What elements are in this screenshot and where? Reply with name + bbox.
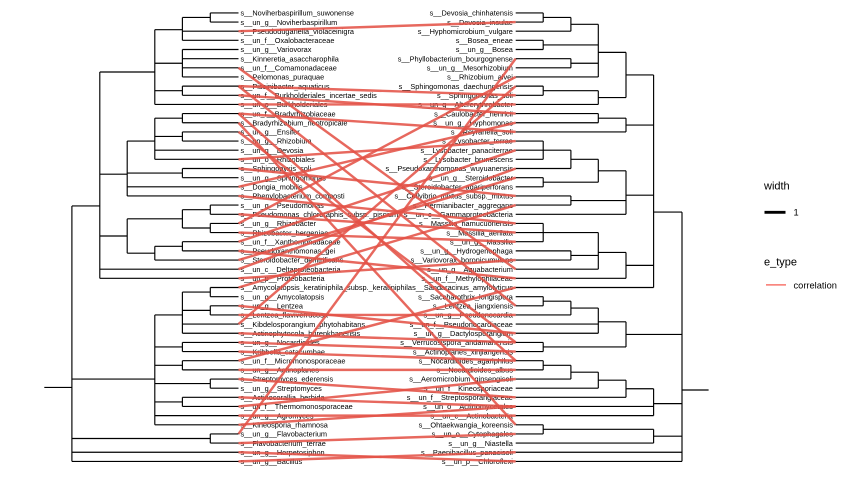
svg-text:s__Piscinibacter_aquaticus: s__Piscinibacter_aquaticus [241, 82, 330, 91]
svg-text:s__Actinoplanes_xinjiangensis: s__Actinoplanes_xinjiangensis [413, 347, 513, 356]
svg-text:s__un_f__Kineosporiaceae: s__un_f__Kineosporiaceae [424, 384, 513, 393]
svg-text:1: 1 [794, 207, 799, 217]
svg-text:s__Noviherbaspirillum_suwonens: s__Noviherbaspirillum_suwonense [241, 9, 354, 18]
svg-text:s__un_c__Gammaproteobacteria: s__un_c__Gammaproteobacteria [404, 210, 514, 219]
svg-text:s__Lysobacter_brunescens: s__Lysobacter_brunescens [423, 155, 513, 164]
svg-text:s__Rhizobacter_bergeniae: s__Rhizobacter_bergeniae [241, 228, 329, 237]
svg-text:s__un_g__Massilia: s__un_g__Massilia [450, 237, 514, 246]
svg-text:s__Kineosporia_rhamnosa: s__Kineosporia_rhamnosa [241, 420, 329, 429]
svg-text:s__Massilia_aerilata: s__Massilia_aerilata [446, 228, 513, 237]
svg-text:s__Saccharothrix_longispora: s__Saccharothrix_longispora [418, 292, 514, 301]
svg-text:s__Massilia_namucuonensis: s__Massilia_namucuonensis [419, 219, 513, 228]
svg-text:s__un_g__Bacillus: s__un_g__Bacillus [241, 457, 303, 466]
svg-text:s__Kinneretia_asaccharophila: s__Kinneretia_asaccharophila [241, 54, 340, 63]
svg-text:s__un_g__Streptomyces: s__un_g__Streptomyces [241, 384, 323, 393]
svg-text:s__Pseudoxanthomonas_wuyuanens: s__Pseudoxanthomonas_wuyuanensis [386, 164, 514, 173]
svg-text:s__Steroidobacter_agariperfora: s__Steroidobacter_agariperforans [402, 183, 513, 192]
svg-text:s__Pseudoduganella_violaceinig: s__Pseudoduganella_violaceinigra [241, 27, 355, 36]
svg-text:s__un_o__Rhizobiales: s__un_o__Rhizobiales [241, 155, 316, 164]
svg-text:s__Rhizobium_alvei: s__Rhizobium_alvei [447, 73, 513, 82]
svg-text:s__Kibdelosporangium_phytohabi: s__Kibdelosporangium_phytohabitans [241, 320, 366, 329]
svg-text:s__Devosia_chinhatensis: s__Devosia_chinhatensis [430, 9, 514, 18]
svg-text:s__Lysobacter_panaciterrae: s__Lysobacter_panaciterrae [420, 146, 512, 155]
svg-text:s__Variovorax_boronicumulans: s__Variovorax_boronicumulans [411, 256, 514, 265]
svg-text:s__un_g__Noviherbaspirillum: s__un_g__Noviherbaspirillum [241, 18, 338, 27]
svg-text:s__un_g__Mesorhizobium: s__un_g__Mesorhizobium [427, 64, 513, 73]
svg-text:s__Nocardioides_agariphilus: s__Nocardioides_agariphilus [419, 356, 514, 365]
svg-text:s__un_p__Chloroflexi: s__un_p__Chloroflexi [442, 457, 513, 466]
svg-text:s__un_g__Bosea: s__un_g__Bosea [456, 45, 514, 54]
svg-text:s__Lentzea_jiangxiensis: s__Lentzea_jiangxiensis [433, 302, 513, 311]
svg-text:s__Sphingopyxis_soli: s__Sphingopyxis_soli [241, 164, 312, 173]
svg-text:s__un_f__Thermomonosporaceae: s__un_f__Thermomonosporaceae [241, 402, 353, 411]
svg-text:s__Steroidobacter_denitrifican: s__Steroidobacter_denitrificans [241, 256, 344, 265]
svg-text:s__un_g__Hydrogenophaga: s__un_g__Hydrogenophaga [420, 247, 514, 256]
svg-text:s__Bosea_eneae: s__Bosea_eneae [456, 36, 513, 45]
svg-text:s__Reyranella_soli: s__Reyranella_soli [451, 128, 513, 137]
svg-text:s__Paenibacillus_panacisoli: s__Paenibacillus_panacisoli [421, 448, 513, 457]
svg-text:s__Lysobacter_terrae: s__Lysobacter_terrae [442, 137, 513, 146]
svg-text:width: width [763, 181, 790, 193]
svg-text:s__un_p__Proteobacteria: s__un_p__Proteobacteria [241, 274, 326, 283]
svg-text:s__un_g__Steroidobacter: s__un_g__Steroidobacter [429, 173, 514, 182]
svg-text:s__Verrucosispora_andamanensis: s__Verrucosispora_andamanensis [400, 338, 513, 347]
svg-text:s__un_g__Flavobacterium: s__un_g__Flavobacterium [241, 430, 328, 439]
svg-text:s__un_c__Deltaproteobacteria: s__un_c__Deltaproteobacteria [241, 265, 342, 274]
svg-text:s__Flavobacterium_terrae: s__Flavobacterium_terrae [241, 439, 326, 448]
svg-text:s__un_f__Comamonadaceae: s__un_f__Comamonadaceae [241, 64, 337, 73]
svg-text:s__Kribbella_catacumbae: s__Kribbella_catacumbae [241, 347, 326, 356]
svg-text:correlation: correlation [794, 281, 837, 291]
svg-text:s__un_f__Methylophilaceae: s__un_f__Methylophilaceae [421, 274, 512, 283]
svg-text:s__un_g__Niastella: s__un_g__Niastella [448, 439, 513, 448]
svg-text:s__un_f__Bradyrhizobiaceae: s__un_f__Bradyrhizobiaceae [241, 109, 336, 118]
svg-text:s__un_g__Pseudomonas: s__un_g__Pseudomonas [241, 201, 325, 210]
svg-text:s__un_f__Streptosporangiaceae: s__un_f__Streptosporangiaceae [407, 393, 513, 402]
svg-text:s__un_g__Amycolatopsis: s__un_g__Amycolatopsis [241, 292, 325, 301]
svg-text:s__Actinophytocola_burenkhanen: s__Actinophytocola_burenkhanensis [241, 329, 361, 338]
svg-text:s__Sphingomonas_soli: s__Sphingomonas_soli [437, 91, 513, 100]
svg-text:s__Aeromicrobium_ginsengisoli: s__Aeromicrobium_ginsengisoli [409, 375, 513, 384]
svg-text:s__un_g__Dactylosporangium: s__un_g__Dactylosporangium [414, 329, 513, 338]
svg-text:s__un_g__Variovorax: s__un_g__Variovorax [241, 45, 312, 54]
svg-text:s__un_g__Rhizobacter: s__un_g__Rhizobacter [241, 219, 317, 228]
svg-text:s__un_g__Lentzea: s__un_g__Lentzea [241, 302, 304, 311]
svg-text:s__un_f__Burkholderiales_incer: s__un_f__Burkholderiales_incertae_sedis [241, 91, 378, 100]
svg-text:s__un_g__Sphingomonas: s__un_g__Sphingomonas [241, 173, 327, 182]
svg-text:s__un_g__Herpetosiphon: s__un_g__Herpetosiphon [241, 448, 325, 457]
svg-text:s__un_o__Actinomycetales: s__un_o__Actinomycetales [423, 402, 513, 411]
svg-text:s__Phyllobacterium_bourgognens: s__Phyllobacterium_bourgognense [398, 54, 513, 63]
svg-text:s__Amycolatopsis_keratiniphila: s__Amycolatopsis_keratiniphila_subsp._ke… [241, 283, 413, 292]
svg-text:s__Ohtaekwangia_koreensis: s__Ohtaekwangia_koreensis [419, 420, 514, 429]
svg-text:s__Sandaracinus_amylolyticus: s__Sandaracinus_amylolyticus [412, 283, 513, 292]
svg-text:s__Streptomyces_ederensis: s__Streptomyces_ederensis [241, 375, 334, 384]
svg-text:e_type: e_type [764, 257, 797, 269]
svg-text:s__Actinocorallia_herbida: s__Actinocorallia_herbida [241, 393, 326, 402]
svg-text:s__un_f__Oxalobacteraceae: s__un_f__Oxalobacteraceae [241, 36, 335, 45]
svg-text:s__un_f__Xanthomonadaceae: s__un_f__Xanthomonadaceae [241, 237, 341, 246]
svg-text:s__Sphingomonas_daechungensis: s__Sphingomonas_daechungensis [399, 82, 514, 91]
svg-text:s__Hyphomicrobium_vulgare: s__Hyphomicrobium_vulgare [418, 27, 513, 36]
svg-text:s__un_g__Rhizobium: s__un_g__Rhizobium [241, 137, 312, 146]
svg-text:s__un_g__Devosia: s__un_g__Devosia [241, 146, 305, 155]
svg-text:s__Dongia_mobilis: s__Dongia_mobilis [241, 183, 303, 192]
svg-text:s__Phenylobacterium_composti: s__Phenylobacterium_composti [241, 192, 345, 201]
svg-text:s__un_o__Cytophagales: s__un_o__Cytophagales [432, 430, 514, 439]
svg-text:s__Permianibacter_aggregans: s__Permianibacter_aggregans [413, 201, 513, 210]
svg-text:s__Pelomonas_puraquae: s__Pelomonas_puraquae [241, 73, 325, 82]
svg-text:s__un_g__Ensifer: s__un_g__Ensifer [241, 128, 301, 137]
svg-text:s__Bradyrhizobium_neotropicale: s__Bradyrhizobium_neotropicale [241, 118, 348, 127]
svg-text:s__un_f__Pseudonocardiaceae: s__un_f__Pseudonocardiaceae [410, 320, 513, 329]
